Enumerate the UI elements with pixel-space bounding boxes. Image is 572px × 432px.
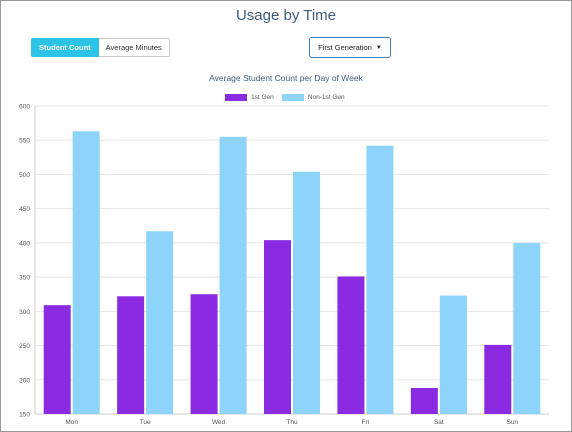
legend-label-1st-gen: 1st Gen xyxy=(251,94,274,101)
y-tick-label: 250 xyxy=(19,343,30,350)
bar-1st-gen-thu xyxy=(264,240,291,414)
x-tick-label: Fri xyxy=(362,419,370,426)
x-tick-label: Mon xyxy=(65,419,78,426)
y-tick-label: 550 xyxy=(19,138,30,145)
bar-non-1st-gen-thu xyxy=(293,171,320,414)
bar-1st-gen-sun xyxy=(484,344,512,414)
x-tick-label: Wed xyxy=(212,419,226,426)
generation-filter-dropdown[interactable]: First Generation ▼ xyxy=(309,37,391,58)
chart-legend: 1st Gen Non-1st Gen xyxy=(225,94,353,101)
bar-non-1st-gen-fri xyxy=(366,145,394,414)
x-tick-label: Sun xyxy=(506,419,518,426)
legend-swatch-1st-gen xyxy=(225,94,247,101)
bar-1st-gen-fri xyxy=(337,276,365,414)
bar-1st-gen-mon xyxy=(43,305,71,414)
y-tick-label: 450 xyxy=(19,206,30,213)
chart-title: Average Student Count per Day of Week xyxy=(209,73,363,83)
dropdown-selected-value: First Generation xyxy=(318,43,372,52)
bar-non-1st-gen-sun xyxy=(513,242,541,414)
bar-1st-gen-sat xyxy=(410,387,438,414)
bar-non-1st-gen-wed xyxy=(219,136,247,415)
bar-non-1st-gen-sat xyxy=(439,295,467,414)
bar-1st-gen-wed xyxy=(190,294,218,414)
y-tick-label: 400 xyxy=(19,240,30,247)
page-title: Usage by Time xyxy=(235,7,337,24)
bar-1st-gen-tue xyxy=(117,296,145,414)
bar-non-1st-gen-mon xyxy=(72,131,100,414)
x-tick-label: Thu xyxy=(286,419,298,426)
y-tick-label: 500 xyxy=(19,172,30,179)
legend-item-non-1st-gen[interactable]: Non-1st Gen xyxy=(281,94,345,101)
average-minutes-button[interactable]: Average Minutes xyxy=(98,38,170,57)
bar-non-1st-gen-tue xyxy=(146,231,174,414)
y-tick-label: 150 xyxy=(19,412,30,419)
y-tick-label: 200 xyxy=(19,377,30,384)
student-count-button[interactable]: Student Count xyxy=(31,38,99,57)
legend-label-non-1st-gen: Non-1st Gen xyxy=(307,94,345,101)
y-tick-label: 600 xyxy=(19,104,30,111)
legend-item-1st-gen[interactable]: 1st Gen xyxy=(225,94,274,101)
legend-swatch-non-1st-gen xyxy=(281,94,304,101)
metric-toggle: Student Count Average Minutes xyxy=(31,38,170,57)
x-tick-label: Sat xyxy=(434,419,444,426)
y-tick-label: 300 xyxy=(19,309,30,316)
chevron-down-icon: ▼ xyxy=(375,44,382,51)
x-tick-label: Tue xyxy=(140,419,151,426)
y-tick-label: 350 xyxy=(19,275,30,282)
